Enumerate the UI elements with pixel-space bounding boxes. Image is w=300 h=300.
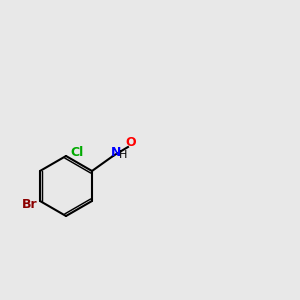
Text: H: H	[119, 149, 128, 160]
Text: N: N	[111, 146, 121, 160]
Text: Br: Br	[21, 197, 37, 211]
Text: Cl: Cl	[70, 146, 84, 160]
Text: O: O	[126, 136, 136, 149]
